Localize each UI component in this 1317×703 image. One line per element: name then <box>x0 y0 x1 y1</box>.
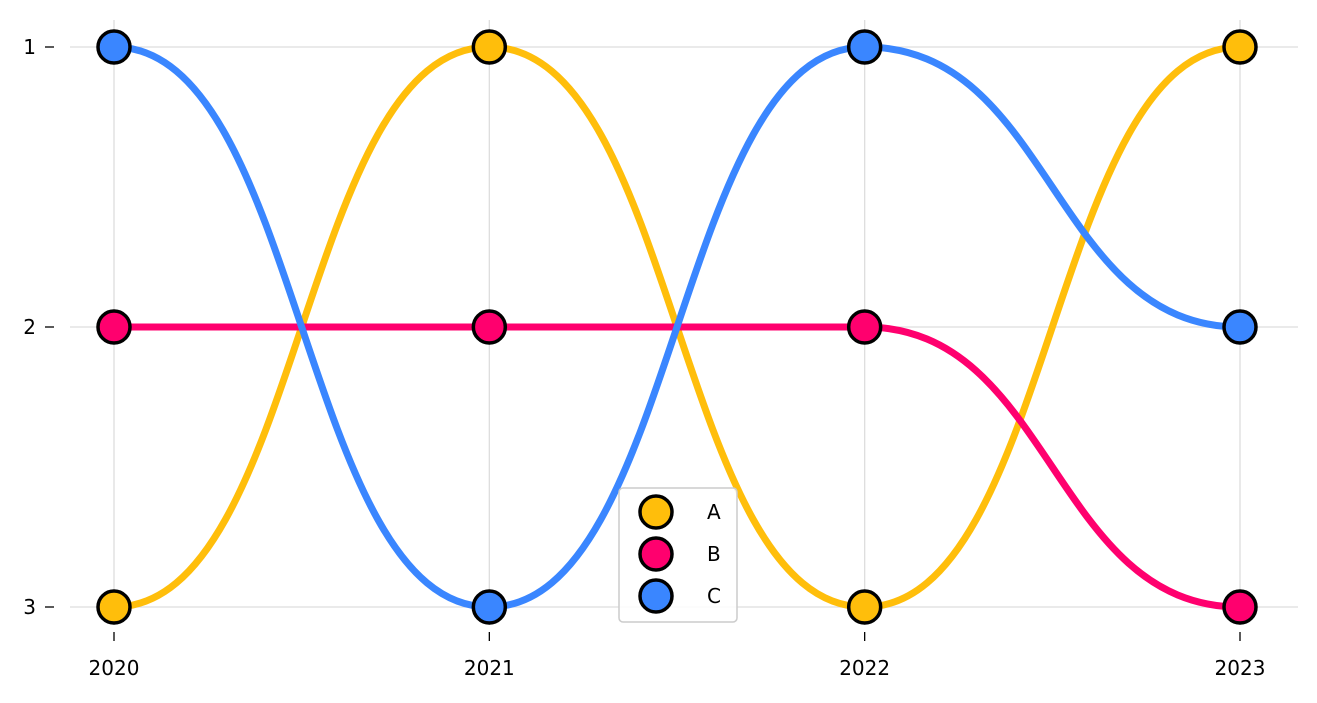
axes: 1 2 3 2020 2021 2022 2023 <box>23 35 1265 680</box>
data-point-c-2021 <box>471 589 508 625</box>
series-lines <box>110 43 1244 611</box>
legend-marker-c <box>638 578 674 614</box>
x-tick-label: 2023 <box>1215 656 1266 680</box>
data-point-a-2020 <box>96 589 132 625</box>
legend: ABC <box>618 487 738 623</box>
data-point-a-2021 <box>471 29 508 65</box>
data-point-b-2023 <box>1222 589 1258 625</box>
data-point-c-2022 <box>846 29 883 65</box>
y-tick-label: 2 <box>23 315 36 339</box>
legend-label-a: A <box>707 500 721 524</box>
data-point-b-2022 <box>846 309 883 345</box>
data-point-b-2020 <box>96 309 132 345</box>
y-tick-label: 1 <box>23 35 36 59</box>
y-tick-label: 3 <box>23 595 36 619</box>
data-point-b-2021 <box>471 309 508 345</box>
series-line-c <box>110 43 1244 611</box>
legend-label-b: B <box>707 542 721 566</box>
x-tick-label: 2020 <box>89 656 140 680</box>
data-point-a-2023 <box>1222 29 1258 65</box>
series-line-b <box>110 323 1244 611</box>
series-markers <box>96 29 1258 625</box>
data-point-c-2023 <box>1222 309 1258 345</box>
data-point-a-2022 <box>846 589 883 625</box>
data-point-c-2020 <box>96 29 132 65</box>
x-tick-label: 2021 <box>464 656 515 680</box>
x-tick-label: 2022 <box>839 656 890 680</box>
legend-label-c: C <box>707 584 721 608</box>
legend-marker-a <box>638 494 674 530</box>
legend-marker-b <box>638 536 674 572</box>
